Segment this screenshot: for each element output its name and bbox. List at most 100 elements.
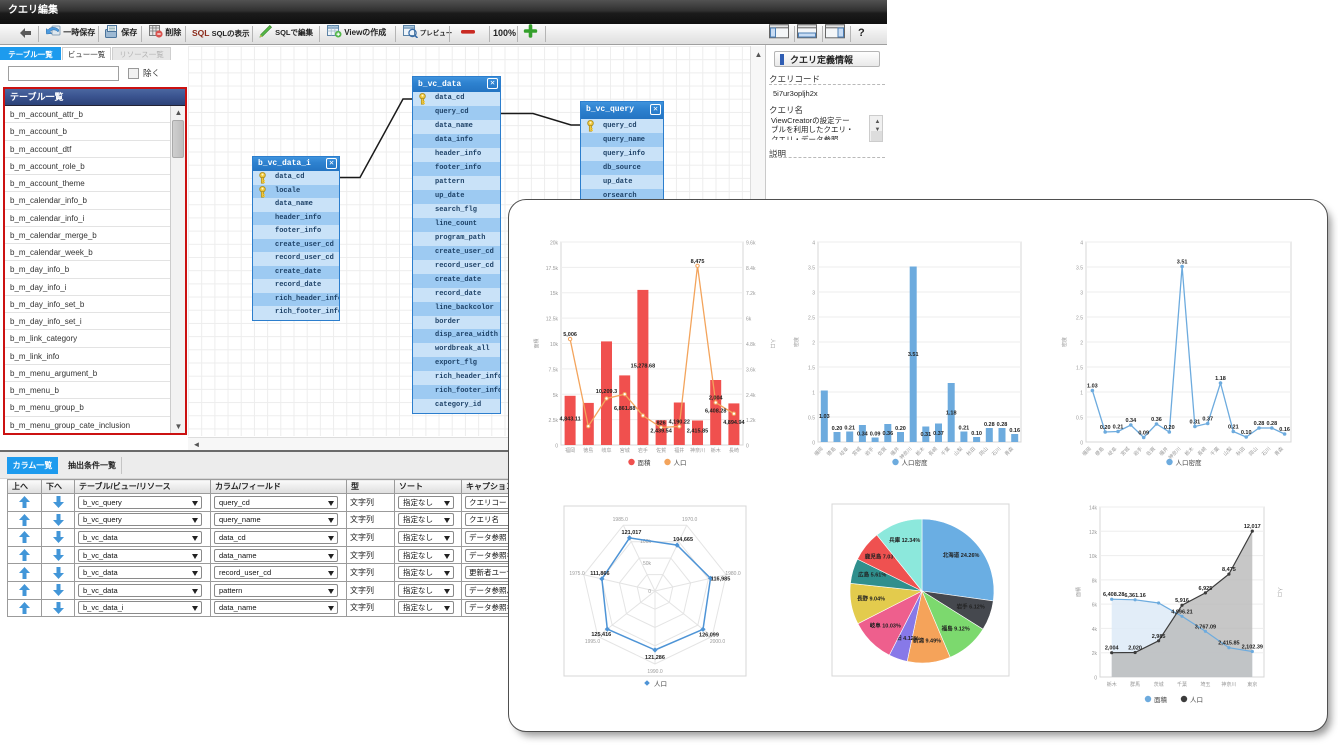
svg-text:10k: 10k bbox=[1089, 554, 1098, 560]
svg-text:6k: 6k bbox=[746, 317, 752, 323]
svg-text:10,209.3: 10,209.3 bbox=[596, 389, 617, 395]
svg-text:121,017: 121,017 bbox=[622, 530, 642, 536]
svg-text:新潟 9.49%: 新潟 9.49% bbox=[913, 637, 941, 645]
svg-text:1.03: 1.03 bbox=[1087, 384, 1098, 390]
svg-text:岩手: 岩手 bbox=[1132, 445, 1144, 457]
svg-text:0.20: 0.20 bbox=[832, 426, 843, 432]
svg-text:人口: 人口 bbox=[769, 338, 775, 348]
svg-text:広島 5.61%: 広島 5.61% bbox=[858, 571, 886, 579]
svg-text:3.5: 3.5 bbox=[1076, 266, 1083, 272]
svg-text:125,416: 125,416 bbox=[591, 632, 611, 638]
svg-text:福井: 福井 bbox=[674, 447, 684, 454]
svg-text:2,020: 2,020 bbox=[1128, 646, 1142, 652]
svg-text:116,985: 116,985 bbox=[711, 576, 731, 582]
svg-text:12k: 12k bbox=[1089, 530, 1098, 536]
svg-text:1995.0: 1995.0 bbox=[585, 639, 601, 645]
svg-text:人口密度: 人口密度 bbox=[902, 458, 929, 467]
svg-text:千葉: 千葉 bbox=[1209, 445, 1221, 457]
svg-text:1.2k: 1.2k bbox=[746, 418, 756, 424]
svg-text:宮城: 宮城 bbox=[620, 447, 630, 454]
svg-text:6,408.28: 6,408.28 bbox=[705, 409, 726, 415]
svg-text:121,286: 121,286 bbox=[645, 655, 665, 661]
svg-text:秋田: 秋田 bbox=[1235, 445, 1247, 457]
svg-text:0.37: 0.37 bbox=[1202, 417, 1213, 423]
svg-text:0.31: 0.31 bbox=[1190, 420, 1201, 426]
svg-text:15k: 15k bbox=[550, 291, 559, 297]
svg-text:人口: 人口 bbox=[654, 680, 667, 688]
svg-text:福岡: 福岡 bbox=[1081, 445, 1093, 457]
svg-text:0.28: 0.28 bbox=[1266, 421, 1277, 427]
svg-text:2000.0: 2000.0 bbox=[710, 639, 726, 645]
svg-text:神奈川: 神奈川 bbox=[690, 447, 705, 454]
svg-text:0.34: 0.34 bbox=[857, 432, 869, 438]
svg-text:2.5k: 2.5k bbox=[549, 418, 559, 424]
svg-text:長野 9.04%: 長野 9.04% bbox=[857, 594, 885, 602]
svg-text:長崎: 長崎 bbox=[729, 447, 739, 454]
svg-text:岡山: 岡山 bbox=[978, 445, 990, 457]
svg-text:群馬: 群馬 bbox=[1130, 681, 1140, 688]
svg-text:宮城: 宮城 bbox=[1119, 445, 1131, 457]
svg-text:0.28: 0.28 bbox=[984, 422, 995, 428]
svg-text:0.21: 0.21 bbox=[1113, 425, 1124, 431]
svg-text:104,665: 104,665 bbox=[673, 537, 693, 543]
svg-text:面積: 面積 bbox=[533, 338, 540, 348]
svg-text:鹿児島 7.03%: 鹿児島 7.03% bbox=[864, 553, 899, 561]
svg-text:兵庫 12.34%: 兵庫 12.34% bbox=[889, 536, 920, 544]
svg-text:栃木: 栃木 bbox=[914, 445, 926, 457]
svg-text:10k: 10k bbox=[550, 342, 559, 348]
svg-text:5k: 5k bbox=[553, 393, 559, 399]
svg-text:福岡: 福岡 bbox=[565, 447, 575, 454]
svg-text:15,278.68: 15,278.68 bbox=[631, 364, 655, 370]
svg-text:千葉: 千葉 bbox=[1177, 681, 1187, 688]
svg-text:6,861.88: 6,861.88 bbox=[614, 406, 635, 412]
svg-text:126,099: 126,099 bbox=[699, 632, 719, 638]
svg-text:0.21: 0.21 bbox=[959, 426, 970, 432]
svg-text:4: 4 bbox=[1080, 241, 1083, 247]
svg-text:埼玉: 埼玉 bbox=[1200, 681, 1210, 688]
svg-text:人口密度: 人口密度 bbox=[1176, 458, 1203, 467]
svg-text:0.21: 0.21 bbox=[1228, 425, 1239, 431]
svg-text:3: 3 bbox=[1080, 291, 1083, 297]
svg-text:2.5: 2.5 bbox=[1076, 316, 1083, 322]
svg-text:0.28: 0.28 bbox=[1254, 421, 1265, 427]
svg-text:7.2k: 7.2k bbox=[746, 291, 756, 297]
svg-text:北海道 24.26%: 北海道 24.26% bbox=[943, 551, 980, 559]
svg-text:山梨: 山梨 bbox=[952, 445, 964, 457]
svg-text:0.21: 0.21 bbox=[844, 426, 855, 432]
svg-text:人口: 人口 bbox=[1190, 696, 1203, 704]
svg-text:4.8k: 4.8k bbox=[746, 342, 756, 348]
svg-text:12,017: 12,017 bbox=[1244, 524, 1261, 530]
svg-text:0.5: 0.5 bbox=[1076, 416, 1083, 422]
svg-text:20k: 20k bbox=[550, 241, 559, 247]
svg-text:2.4k: 2.4k bbox=[746, 393, 756, 399]
svg-text:1.18: 1.18 bbox=[946, 411, 957, 417]
svg-text:1.5: 1.5 bbox=[1076, 366, 1083, 372]
svg-text:17.5k: 17.5k bbox=[546, 266, 559, 272]
svg-text:徳島: 徳島 bbox=[1094, 445, 1106, 457]
svg-text:徳島: 徳島 bbox=[583, 447, 593, 454]
svg-text:青森: 青森 bbox=[1003, 445, 1015, 457]
svg-text:人口: 人口 bbox=[1276, 587, 1282, 597]
svg-text:0.10: 0.10 bbox=[1241, 430, 1252, 436]
svg-text:826: 826 bbox=[657, 421, 666, 427]
svg-text:0.34: 0.34 bbox=[1125, 418, 1137, 424]
svg-text:1.18: 1.18 bbox=[1215, 376, 1226, 382]
svg-text:人口: 人口 bbox=[674, 459, 687, 467]
svg-text:4,996.21: 4,996.21 bbox=[1171, 609, 1192, 615]
svg-text:神奈川: 神奈川 bbox=[1221, 681, 1236, 688]
svg-text:5,006: 5,006 bbox=[563, 332, 577, 338]
svg-text:0.09: 0.09 bbox=[870, 432, 881, 438]
svg-text:2: 2 bbox=[1080, 341, 1083, 347]
svg-text:面積: 面積 bbox=[1154, 695, 1168, 704]
svg-text:4,843.11: 4,843.11 bbox=[560, 416, 581, 422]
svg-text:岐阜: 岐阜 bbox=[838, 445, 850, 457]
svg-text:4,190.22: 4,190.22 bbox=[669, 420, 690, 426]
svg-text:4,894.94: 4,894.94 bbox=[723, 420, 745, 426]
svg-text:3.51: 3.51 bbox=[908, 352, 919, 358]
svg-text:2: 2 bbox=[812, 341, 815, 347]
svg-text:密度: 密度 bbox=[1061, 337, 1068, 347]
svg-text:0.36: 0.36 bbox=[882, 431, 893, 437]
svg-text:岐阜: 岐阜 bbox=[1106, 445, 1118, 457]
svg-text:1980.0: 1980.0 bbox=[725, 571, 741, 577]
svg-text:8.4k: 8.4k bbox=[746, 266, 756, 272]
